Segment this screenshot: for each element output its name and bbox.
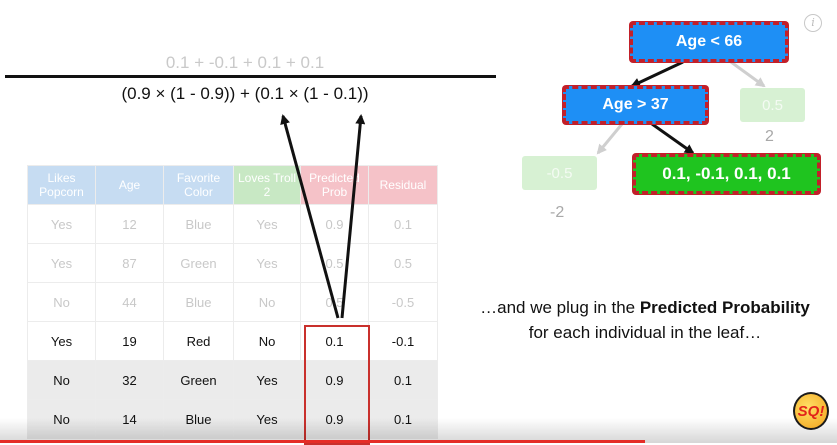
- pointer-arrow-left: [280, 114, 340, 319]
- table-cell: Red: [163, 321, 234, 361]
- table-header-row: Likes Popcorn Age Favorite Color Loves T…: [27, 165, 438, 205]
- table-cell: No: [27, 282, 96, 322]
- table-cell: Yes: [233, 204, 301, 244]
- pointer-arrow-right: [340, 114, 366, 319]
- table-row: No 44 Blue No 0.5 -0.5: [27, 282, 438, 322]
- table-row: No 32 Green Yes 0.9 0.1: [27, 360, 438, 400]
- table-cell: 0.5: [368, 243, 438, 283]
- table-cell: 0.1: [368, 399, 438, 439]
- tree-leaf-right-top-value: 2: [765, 128, 774, 145]
- caption-part-2: for each individual in the leaf…: [528, 323, 762, 342]
- formula-denominator: (0.9 × (1 - 0.9)) + (0.1 × (1 - 0.1)): [121, 84, 369, 103]
- header-favorite-color: Favorite Color: [163, 165, 234, 205]
- tree-edge-split-to-left-leaf: [596, 123, 624, 155]
- header-age: Age: [95, 165, 164, 205]
- table-cell: Blue: [163, 399, 234, 439]
- header-likes-popcorn: Likes Popcorn: [27, 165, 96, 205]
- table-cell: Yes: [233, 399, 301, 439]
- formula-numerator: 0.1 + -0.1 + 0.1 + 0.1: [165, 53, 325, 72]
- data-table: Likes Popcorn Age Favorite Color Loves T…: [27, 165, 438, 439]
- tree-leaf-right-top: 0.5: [740, 88, 805, 122]
- table-cell: No: [27, 399, 96, 439]
- tree-leaf-left: -0.5: [522, 156, 597, 190]
- table-cell: Yes: [27, 243, 96, 283]
- table-cell: -0.5: [368, 282, 438, 322]
- table-cell: Yes: [233, 360, 301, 400]
- table-cell: 0.1: [368, 204, 438, 244]
- table-row: No 14 Blue Yes 0.9 0.1: [27, 399, 438, 439]
- table-cell: 0.9: [300, 399, 369, 439]
- table-cell: 32: [95, 360, 164, 400]
- table-cell: Blue: [163, 204, 234, 244]
- table-cell: 12: [95, 204, 164, 244]
- tree-edge-split-to-right-leaf: [651, 122, 695, 155]
- info-icon[interactable]: i: [804, 14, 822, 32]
- tree-edge-root-to-split: [630, 60, 684, 88]
- tree-split-node: Age > 37: [563, 86, 708, 124]
- table-cell: Yes: [27, 321, 96, 361]
- table-row: Yes 87 Green Yes 0.5 0.5: [27, 243, 438, 283]
- table-cell: -0.1: [368, 321, 438, 361]
- caption-bold: Predicted Probability: [639, 298, 810, 317]
- video-progress-bar[interactable]: [0, 440, 645, 443]
- tree-leaf-highlighted: 0.1, -0.1, 0.1, 0.1: [633, 154, 820, 194]
- tree-root-node: Age < 66: [630, 22, 788, 62]
- table-cell: Green: [163, 360, 234, 400]
- player-bottom-gradient: [0, 418, 837, 443]
- caption-text: …and we plug in the Predicted Probabilit…: [480, 295, 810, 345]
- channel-logo[interactable]: SQ!: [793, 392, 829, 430]
- tree-edge-root-to-leaf: [730, 60, 766, 88]
- fraction-line: [5, 75, 496, 78]
- caption-part-1: …and we plug in the: [480, 298, 640, 317]
- table-cell: No: [27, 360, 96, 400]
- tree-leaf-left-value: -2: [550, 204, 565, 221]
- table-cell: Yes: [233, 243, 301, 283]
- table-cell: 87: [95, 243, 164, 283]
- table-cell: Yes: [27, 204, 96, 244]
- header-residual: Residual: [368, 165, 438, 205]
